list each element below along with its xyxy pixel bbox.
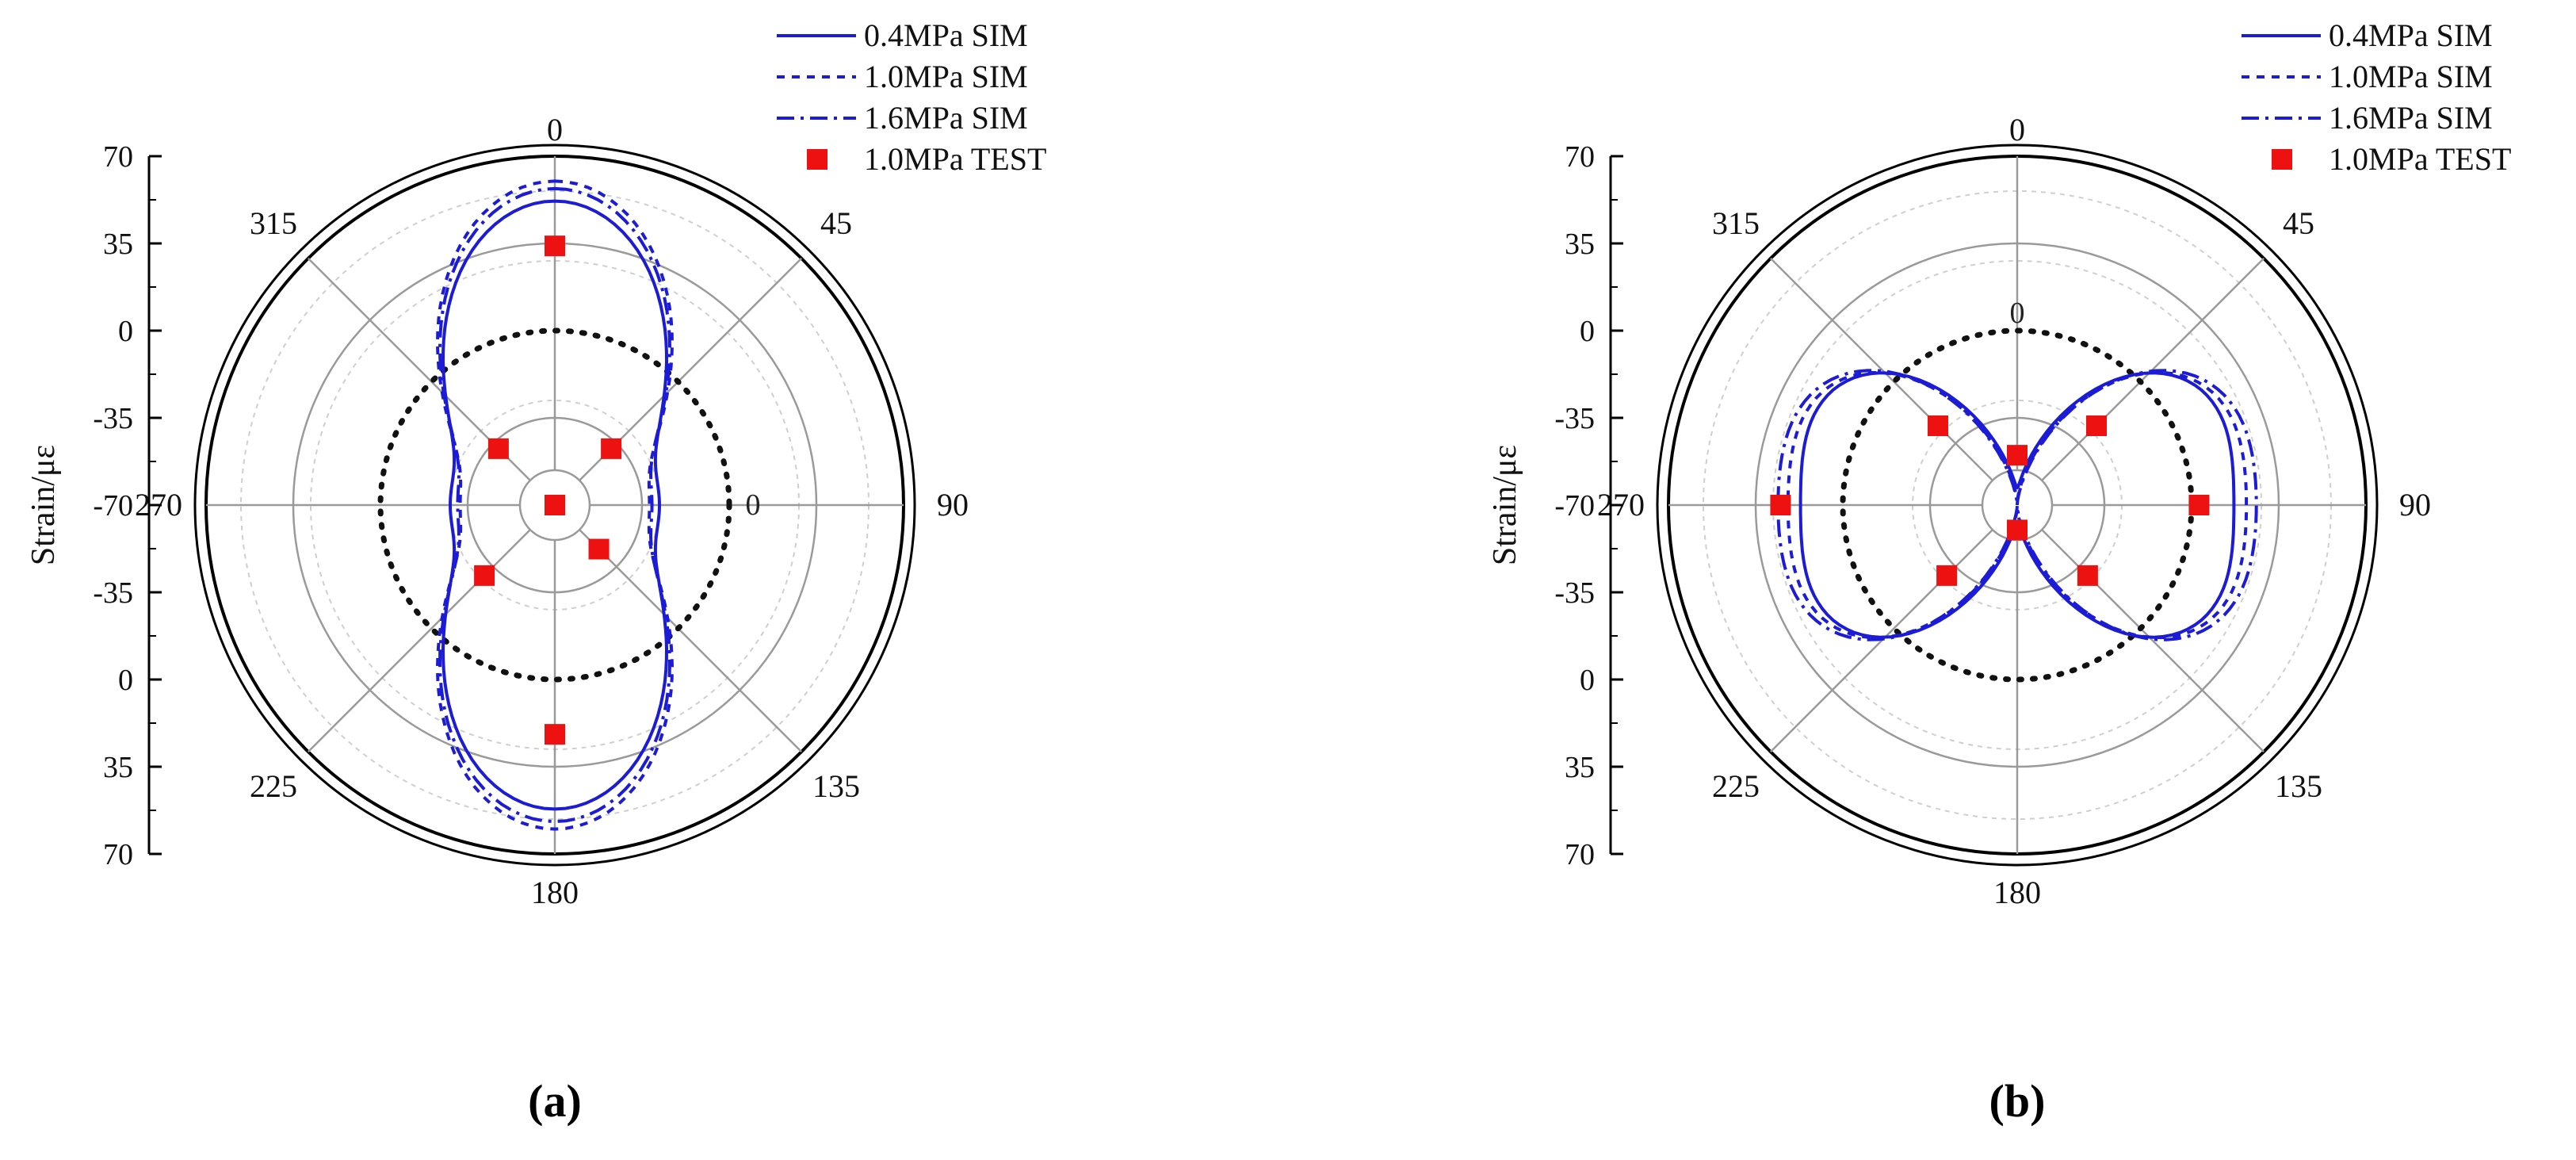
- radial-tick-label: -35: [93, 402, 133, 435]
- radial-tick-label: 35: [103, 228, 133, 261]
- angle-tick-label: 180: [1993, 875, 2041, 910]
- test-point: [1927, 415, 1948, 436]
- legend-entry: 1.0MPa SIM: [864, 59, 1028, 94]
- radial-tick-label: 70: [103, 140, 133, 174]
- radial-tick-label: -70: [1554, 489, 1595, 523]
- legend-entry: 1.0MPa SIM: [2329, 59, 2493, 94]
- zero-reference-circle: [377, 327, 732, 683]
- radial-tick-label: -70: [93, 489, 133, 523]
- legend-swatch-marker: [2272, 149, 2292, 170]
- angle-tick-label: 135: [2275, 768, 2322, 804]
- angle-tick-label: 90: [937, 487, 969, 523]
- angle-spoke: [1769, 504, 2018, 753]
- legend-entry: 1.6MPa SIM: [2329, 100, 2493, 136]
- legend-entry: 1.6MPa SIM: [864, 100, 1028, 136]
- test-point: [1770, 495, 1791, 515]
- radial-tick-label: 70: [1565, 140, 1595, 174]
- angle-tick-label: 0: [2009, 112, 2025, 147]
- angle-tick-label: 45: [2283, 205, 2314, 241]
- test-point: [545, 495, 565, 515]
- angle-tick-label: 0: [547, 112, 563, 147]
- test-point: [545, 724, 565, 745]
- polar-chart-a: 00459013518022527031570350-35-70-3503570…: [25, 17, 1046, 1127]
- series-line-dashdot: [1776, 369, 2258, 641]
- legend-entry: 1.0MPa TEST: [864, 141, 1046, 177]
- radial-tick-label: 70: [103, 838, 133, 871]
- angle-tick-label: 315: [1712, 205, 1760, 241]
- radial-tick-label: -35: [1554, 576, 1595, 610]
- radial-tick-label: 70: [1565, 838, 1595, 871]
- outer-ring-2: [1656, 144, 2379, 867]
- panel-label: (a): [528, 1075, 582, 1127]
- legend-swatch-marker: [807, 149, 827, 170]
- radial-tick-label: -35: [93, 576, 133, 610]
- angle-tick-label: 45: [820, 205, 852, 241]
- angle-tick-label: 315: [250, 205, 297, 241]
- legend-entry: 1.0MPa TEST: [2329, 141, 2511, 177]
- test-point: [2007, 445, 2028, 466]
- test-point: [2007, 519, 2028, 541]
- radial-axis-label: Strain/με: [25, 445, 62, 565]
- test-point: [2086, 415, 2108, 436]
- inner-zero-label: 0: [746, 488, 761, 522]
- legend-entry: 0.4MPa SIM: [864, 17, 1028, 53]
- angle-tick-label: 135: [812, 768, 860, 804]
- angle-tick-label: 225: [1712, 768, 1760, 804]
- legend-entry: 0.4MPa SIM: [2329, 17, 2493, 53]
- radial-tick-label: -35: [1554, 402, 1595, 435]
- angle-spoke: [307, 504, 556, 753]
- test-point: [2077, 565, 2098, 586]
- radial-axis-label: Strain/με: [1487, 445, 1523, 565]
- radial-tick-label: 0: [118, 315, 133, 348]
- panel-label: (b): [1989, 1075, 2046, 1127]
- angle-tick-label: 180: [531, 875, 579, 910]
- test-point: [545, 235, 565, 257]
- angle-tick-label: 225: [250, 768, 297, 804]
- radial-tick-label: 35: [1565, 751, 1595, 784]
- test-point: [588, 538, 610, 560]
- polar-chart-b: 00459013518022527031570350-35-70-3503570…: [1487, 17, 2511, 1127]
- radial-tick-label: 0: [118, 664, 133, 697]
- radial-tick-label: 0: [1580, 315, 1595, 348]
- radial-tick-label: 35: [1565, 228, 1595, 261]
- test-point: [601, 438, 622, 459]
- test-point: [1936, 565, 1958, 586]
- series-line-dashed: [435, 179, 675, 831]
- test-point: [487, 438, 509, 459]
- radial-tick-label: 0: [1580, 664, 1595, 697]
- outer-ring-2: [193, 144, 916, 867]
- angle-tick-label: 90: [2399, 487, 2431, 523]
- test-point: [474, 565, 495, 586]
- series-line-solid: [441, 199, 669, 811]
- test-point: [2188, 495, 2210, 515]
- inner-zero-label: 0: [2010, 297, 2025, 330]
- radial-tick-label: 35: [103, 751, 133, 784]
